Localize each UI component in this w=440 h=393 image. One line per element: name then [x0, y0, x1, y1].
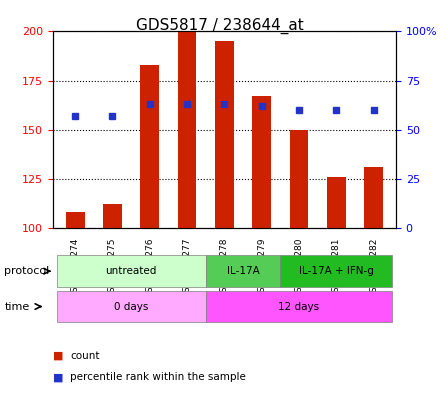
Text: 0 days: 0 days: [114, 301, 148, 312]
Text: protocol: protocol: [4, 266, 50, 276]
Bar: [178, 31, 196, 228]
Bar: [140, 65, 159, 228]
Text: GDS5817 / 238644_at: GDS5817 / 238644_at: [136, 18, 304, 34]
Bar: [290, 130, 308, 228]
Bar: [327, 177, 346, 228]
Text: IL-17A: IL-17A: [227, 266, 260, 276]
Text: count: count: [70, 351, 100, 361]
Bar: [66, 212, 84, 228]
Text: 12 days: 12 days: [279, 301, 319, 312]
Text: IL-17A + IFN-g: IL-17A + IFN-g: [299, 266, 374, 276]
Text: ■: ■: [53, 351, 63, 361]
Bar: [253, 96, 271, 228]
Text: ■: ■: [53, 372, 63, 382]
Bar: [364, 167, 383, 228]
Bar: [215, 41, 234, 228]
Text: time: time: [4, 301, 29, 312]
Text: percentile rank within the sample: percentile rank within the sample: [70, 372, 246, 382]
Bar: [103, 204, 122, 228]
Text: untreated: untreated: [106, 266, 157, 276]
